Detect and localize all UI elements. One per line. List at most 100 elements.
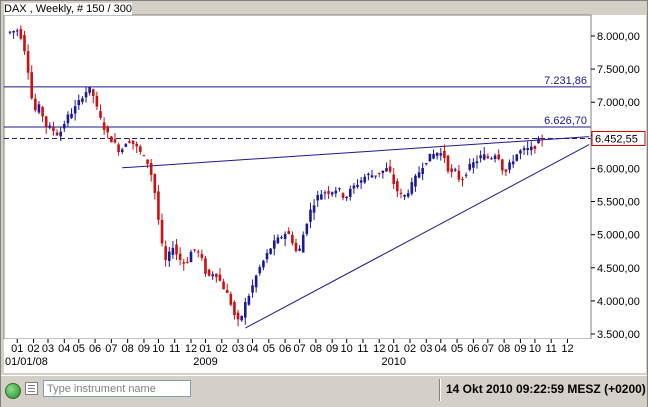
candle-body xyxy=(254,275,258,288)
candle-body xyxy=(244,302,247,318)
candle xyxy=(117,142,120,156)
candle-body xyxy=(110,136,113,143)
candle xyxy=(88,87,91,96)
candle xyxy=(196,249,200,258)
candle-body xyxy=(515,154,519,161)
candle xyxy=(298,245,301,252)
candle-body xyxy=(30,72,34,99)
x-tick-label: 11 xyxy=(169,343,180,355)
instrument-search-input[interactable] xyxy=(43,380,191,397)
candle-body xyxy=(106,126,110,133)
candle xyxy=(348,185,352,201)
candle-body xyxy=(493,155,497,159)
candle-body xyxy=(178,253,182,260)
candle xyxy=(533,145,537,154)
candle xyxy=(95,91,99,111)
candle-body xyxy=(146,159,149,164)
candle-body xyxy=(283,233,287,239)
candle-body xyxy=(537,138,540,144)
candle-body xyxy=(468,163,472,170)
candle-body xyxy=(327,191,330,194)
price-chart[interactable]: 3.500,00 4.000,00 4.500,00 5.000,00 5.500,00… xyxy=(1,1,647,375)
candle xyxy=(475,155,479,169)
y-tick-label: 4.000,00 xyxy=(597,296,640,308)
candle-body xyxy=(425,163,428,165)
candle xyxy=(186,256,189,264)
candle xyxy=(421,162,424,181)
candle xyxy=(323,190,327,200)
candle-body xyxy=(428,153,432,162)
candle-body xyxy=(215,273,218,278)
x-tick-label: 02 xyxy=(27,343,39,355)
candle-body xyxy=(200,254,204,258)
candle-body xyxy=(12,30,15,33)
candle-body xyxy=(381,170,385,173)
x-tick-label: 03 xyxy=(42,343,54,355)
x-tick-label: 01 xyxy=(199,343,211,355)
candle-body xyxy=(23,34,26,52)
candle-body xyxy=(479,155,482,159)
candle xyxy=(66,111,70,127)
candle xyxy=(229,291,233,307)
candle xyxy=(124,142,128,147)
candle xyxy=(30,65,34,100)
candle xyxy=(327,186,330,199)
candle xyxy=(139,144,142,155)
candle xyxy=(99,104,102,120)
candle xyxy=(511,154,515,169)
candle xyxy=(305,223,309,237)
candle-body xyxy=(301,234,305,253)
instrument-list-icon[interactable] xyxy=(25,382,38,395)
candle xyxy=(84,87,88,103)
candle-body xyxy=(272,240,276,249)
candle xyxy=(461,176,464,187)
chart-title: DAX , Weekly, # 150 / 300 xyxy=(4,3,132,15)
plot-background xyxy=(3,14,592,340)
candle-body xyxy=(417,172,421,178)
candle-body xyxy=(345,196,348,199)
candle-body xyxy=(294,242,298,252)
candle xyxy=(482,147,486,161)
candle xyxy=(334,186,338,198)
candle xyxy=(149,159,153,182)
candle-body xyxy=(276,237,280,244)
candle-body xyxy=(48,125,52,128)
x-tick-label: 08 xyxy=(498,343,510,355)
candle-body xyxy=(70,113,73,118)
candle xyxy=(128,138,131,144)
candle xyxy=(91,88,95,104)
x-tick-label: 05 xyxy=(73,343,85,355)
candle-body xyxy=(330,192,334,195)
x-tick-label: 07 xyxy=(105,343,117,355)
candle-body xyxy=(540,139,544,141)
candle-body xyxy=(8,31,12,33)
candle xyxy=(110,135,113,143)
x-tick-label: 06 xyxy=(89,343,101,355)
x-tick-label: 09 xyxy=(326,343,338,355)
candle xyxy=(356,179,359,189)
candle-body xyxy=(218,274,222,281)
candle xyxy=(392,167,396,190)
candle xyxy=(218,268,222,282)
x-tick-label: 10 xyxy=(341,343,353,355)
candle-body xyxy=(316,195,319,201)
x-year-label: 2010 xyxy=(381,356,405,368)
candle-body xyxy=(414,175,417,187)
candle-body xyxy=(251,285,254,293)
candle xyxy=(352,183,356,194)
candle xyxy=(233,300,236,320)
candle xyxy=(81,96,84,105)
x-tick-label: 08 xyxy=(122,343,134,355)
connection-status-icon[interactable] xyxy=(5,383,21,399)
candle xyxy=(367,172,370,181)
candle xyxy=(403,194,406,200)
candle-body xyxy=(323,192,327,194)
candle xyxy=(265,249,269,264)
candle xyxy=(320,189,323,200)
candle xyxy=(251,279,254,298)
candle-body xyxy=(59,131,62,137)
candle xyxy=(236,309,240,327)
candle xyxy=(70,108,73,119)
x-tick-label: 10 xyxy=(529,343,541,355)
candle-body xyxy=(320,194,323,200)
